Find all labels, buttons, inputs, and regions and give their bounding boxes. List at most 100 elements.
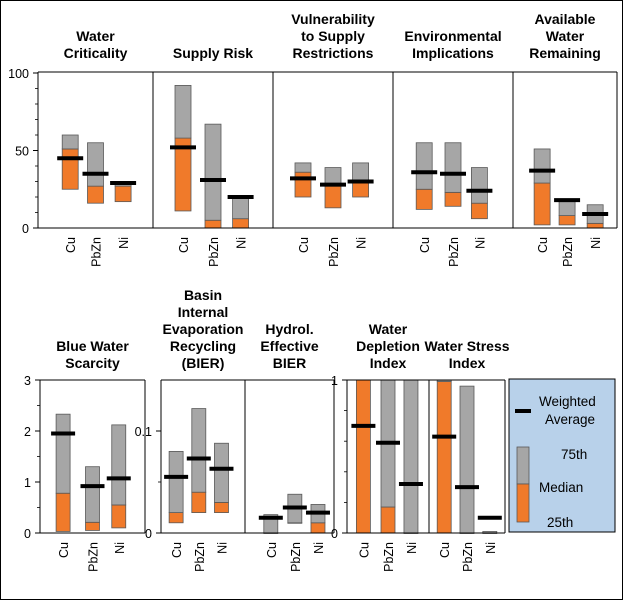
box-upper-basin-internal-evaporation-recycling-bier-pbzn	[191, 408, 207, 493]
category-label-ni: Ni	[312, 542, 326, 554]
category-label-pbzn: PbZn	[327, 237, 341, 267]
legend-label-weighted-average: Average	[545, 412, 595, 427]
panel-title-environmental-implications: Implications	[412, 45, 494, 61]
panel-title-water-stress-index: Index	[449, 355, 486, 371]
legend-upper-box	[516, 446, 530, 485]
box-upper-water-depletion-index-ni	[403, 379, 419, 534]
category-label-cu: Cu	[57, 542, 71, 558]
category-label-ni: Ni	[215, 542, 229, 554]
box-upper-basin-internal-evaporation-recycling-bier-cu	[168, 450, 184, 513]
box-upper-environmental-implications-cu	[415, 142, 433, 190]
panel-title-basin-internal-evaporation-recycling-bier: Basin	[184, 287, 222, 303]
box-lower-water-stress-index-cu	[436, 381, 452, 534]
box-lower-vulnerability-to-supply-restrictions-cu	[294, 171, 312, 198]
legend-label-75th: 75th	[561, 447, 587, 462]
panel-title-water-depletion-index: Depletion	[356, 338, 420, 354]
legend-label-weighted-average: Weighted	[539, 394, 596, 409]
box-upper-available-water-remaining-cu	[533, 148, 551, 184]
box-lower-vulnerability-to-supply-restrictions-pbzn	[324, 185, 342, 209]
box-upper-blue-water-scarcity-cu	[55, 413, 71, 494]
box-lower-water-criticality-cu	[61, 148, 79, 190]
category-label-pbzn: PbZn	[207, 237, 221, 267]
category-label-pbzn: PbZn	[87, 542, 101, 572]
y-tick-label: 0.1	[135, 425, 152, 439]
category-label-pbzn: PbZn	[382, 542, 396, 572]
panel-title-basin-internal-evaporation-recycling-bier: Evaporation	[163, 321, 244, 337]
panel-title-basin-internal-evaporation-recycling-bier: (BIER)	[182, 355, 225, 371]
box-lower-available-water-remaining-ni	[586, 222, 604, 229]
panel-title-environmental-implications: Environmental	[404, 28, 501, 44]
panel-title-vulnerability-to-supply-restrictions: Restrictions	[293, 45, 374, 61]
panel-title-water-criticality: Water	[76, 28, 115, 44]
panel-title-water-depletion-index: Water	[369, 321, 408, 337]
legend-label-25th: 25th	[547, 515, 573, 530]
box-lower-water-depletion-index-cu	[355, 379, 371, 534]
category-label-cu: Cu	[170, 542, 184, 558]
y-tick-label: 0	[145, 527, 152, 541]
category-label-ni: Ni	[484, 542, 498, 554]
panel-title-basin-internal-evaporation-recycling-bier: Recycling	[170, 338, 236, 354]
category-label-pbzn: PbZn	[289, 542, 303, 572]
y-tick-label: 100	[8, 67, 29, 81]
panel-title-hydrol-effective-bier: Effective	[260, 338, 319, 354]
box-upper-supply-risk-pbzn	[204, 123, 222, 221]
panel-title-water-stress-index: Water Stress	[424, 338, 509, 354]
y-tick-label: 0	[22, 222, 29, 236]
box-upper-blue-water-scarcity-pbzn	[85, 466, 100, 523]
box-lower-basin-internal-evaporation-recycling-bier-cu	[168, 512, 184, 524]
box-lower-water-criticality-pbzn	[87, 185, 104, 204]
panel-title-available-water-remaining: Water	[546, 28, 585, 44]
box-lower-available-water-remaining-pbzn	[558, 215, 576, 226]
panel-title-hydrol-effective-bier: Hydrol.	[265, 321, 313, 337]
box-lower-water-depletion-index-pbzn	[380, 506, 396, 534]
panel-title-vulnerability-to-supply-restrictions: Vulnerability	[291, 11, 375, 27]
category-label-ni: Ni	[473, 237, 487, 249]
legend-lower-box	[516, 483, 530, 523]
panel-title-supply-risk: Supply Risk	[173, 45, 253, 61]
category-label-cu: Cu	[536, 237, 550, 253]
panel-title-blue-water-scarcity: Scarcity	[65, 355, 120, 371]
box-upper-supply-risk-cu	[174, 85, 192, 139]
box-upper-available-water-remaining-pbzn	[558, 201, 576, 216]
category-label-ni: Ni	[355, 237, 369, 249]
panel-title-available-water-remaining: Available	[535, 11, 596, 27]
category-label-pbzn: PbZn	[461, 542, 475, 572]
panel-title-water-depletion-index: Index	[370, 355, 407, 371]
category-label-cu: Cu	[438, 542, 452, 558]
category-label-ni: Ni	[405, 542, 419, 554]
category-label-cu: Cu	[64, 237, 78, 253]
box-lower-blue-water-scarcity-cu	[55, 492, 71, 532]
panel-title-available-water-remaining: Remaining	[529, 45, 601, 61]
box-lower-hydrol-effective-bier-ni	[310, 522, 326, 534]
y-tick-label: 2	[24, 425, 31, 439]
category-label-cu: Cu	[297, 237, 311, 253]
box-lower-environmental-implications-cu	[415, 188, 433, 210]
legend-label-median: Median	[539, 480, 583, 495]
category-label-cu: Cu	[357, 542, 371, 558]
y-tick-label: 1	[331, 374, 338, 388]
y-tick-label: 3	[24, 374, 31, 388]
box-upper-environmental-implications-ni	[470, 167, 488, 204]
box-lower-available-water-remaining-cu	[533, 182, 551, 226]
box-lower-water-criticality-ni	[114, 185, 132, 203]
category-label-ni: Ni	[235, 237, 249, 249]
box-upper-blue-water-scarcity-ni	[111, 424, 127, 506]
category-label-pbzn: PbZn	[90, 237, 104, 267]
y-tick-label: 1	[24, 476, 31, 490]
box-upper-environmental-implications-pbzn	[444, 142, 462, 193]
box-upper-supply-risk-ni	[232, 196, 250, 220]
box-lower-basin-internal-evaporation-recycling-bier-ni	[214, 501, 229, 513]
category-label-cu: Cu	[265, 542, 279, 558]
category-label-pbzn: PbZn	[447, 237, 461, 267]
box-lower-basin-internal-evaporation-recycling-bier-pbzn	[191, 491, 207, 514]
box-upper-vulnerability-to-supply-restrictions-cu	[294, 162, 312, 173]
category-label-cu: Cu	[177, 237, 191, 253]
box-upper-basin-internal-evaporation-recycling-bier-ni	[214, 442, 229, 503]
box-lower-supply-risk-pbzn	[204, 219, 222, 229]
box-lower-blue-water-scarcity-pbzn	[85, 521, 100, 531]
y-tick-label: 50	[15, 145, 29, 159]
panel-title-blue-water-scarcity: Blue Water	[56, 338, 129, 354]
y-tick-label: 0	[331, 527, 338, 541]
box-upper-water-criticality-pbzn	[87, 142, 104, 187]
panel-title-basin-internal-evaporation-recycling-bier: Internal	[178, 304, 229, 320]
